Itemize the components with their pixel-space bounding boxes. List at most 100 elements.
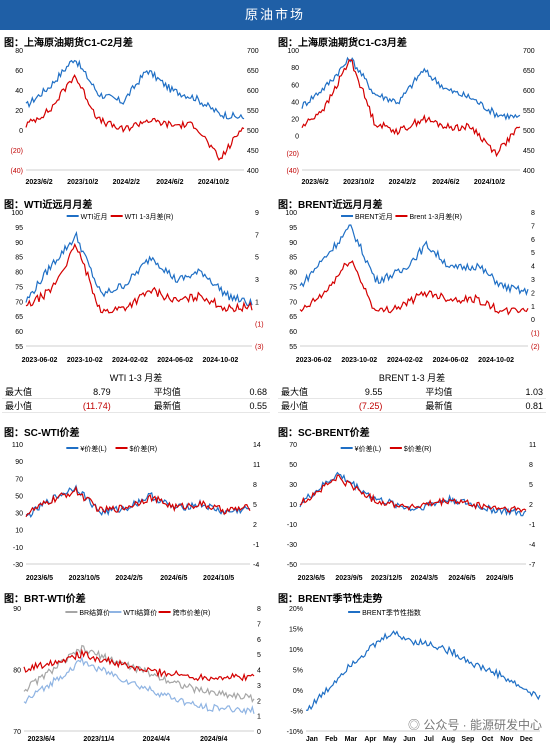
y-tick-label-left: 10 bbox=[289, 502, 297, 509]
y-tick-label-left: 80 bbox=[15, 48, 23, 55]
x-tick-label: Dec bbox=[520, 736, 533, 743]
y-tick-label-right: 450 bbox=[523, 148, 535, 155]
watermark: ◎ 公众号 · 能源研发中心 bbox=[408, 716, 542, 733]
y-tick-label-left: 50 bbox=[15, 493, 23, 500]
x-tick-label: 2023-06-02 bbox=[296, 357, 332, 364]
y-tick-label-left: 20 bbox=[291, 117, 299, 124]
y-tick-label-right: 5 bbox=[531, 250, 535, 257]
y-tick-label-right: 400 bbox=[523, 168, 535, 175]
y-tick-label-left: 80 bbox=[289, 270, 297, 277]
stats-table: 最大值 8.79 平均值 0.68 最小值 (11.74) 最新值 0.55 bbox=[2, 385, 270, 413]
x-tick-label: 2023/6/5 bbox=[298, 575, 325, 582]
y-tick-label-right: 2 bbox=[257, 698, 261, 705]
legend-label: WTI 1-3月差(R) bbox=[125, 212, 174, 221]
y-tick-label-right: (3) bbox=[255, 344, 264, 351]
y-tick-label-left: 70 bbox=[289, 299, 297, 306]
y-tick-label-left: 15% bbox=[289, 627, 303, 634]
page-header: 原油市场 bbox=[0, 0, 550, 30]
x-tick-label: 2023-06-02 bbox=[22, 357, 58, 364]
y-tick-label-left: (20) bbox=[11, 148, 23, 155]
y-tick-label-right: (1) bbox=[531, 331, 540, 338]
x-tick-label: Feb bbox=[325, 736, 337, 743]
stats-title: BRENT 1-3 月差 bbox=[378, 373, 446, 383]
legend-label: WTI结算价 bbox=[123, 608, 157, 617]
x-tick-label: 2024-10-02 bbox=[202, 357, 238, 364]
stats-label: 平均值 bbox=[113, 385, 231, 399]
y-tick-label-right: 11 bbox=[253, 462, 260, 469]
x-tick-label: 2024/3/5 bbox=[411, 575, 438, 582]
chart-title: 图：上海原油期货C1-C2月差 bbox=[4, 38, 133, 49]
legend-label: ¥价差(L) bbox=[355, 444, 381, 453]
x-tick-label: 2023/6/5 bbox=[26, 575, 53, 582]
y-tick-label-left: 0 bbox=[19, 128, 23, 135]
y-tick-label-right: 8 bbox=[531, 210, 535, 217]
x-tick-label: 2024/9/5 bbox=[486, 575, 513, 582]
y-tick-label-right: 7 bbox=[257, 621, 261, 628]
y-tick-label-right: 0 bbox=[257, 729, 261, 736]
x-tick-label: Jul bbox=[424, 736, 434, 743]
legend-label: BRENT近月 bbox=[355, 212, 393, 221]
y-tick-label-right: 650 bbox=[247, 68, 259, 75]
y-tick-label-left: 10% bbox=[289, 647, 303, 654]
y-tick-label-right: 700 bbox=[523, 48, 535, 55]
x-tick-label: Nov bbox=[500, 736, 513, 743]
legend-label: Brent 1-3月差(R) bbox=[409, 212, 462, 221]
stats-label: 最小值 bbox=[2, 398, 58, 413]
chart-title: 图：BRT-WTI价差 bbox=[4, 594, 86, 605]
y-tick-label-left: 75 bbox=[15, 284, 23, 291]
y-tick-label-right: 550 bbox=[523, 108, 535, 115]
stats-value: 9.55 bbox=[334, 385, 386, 399]
stats-label: 最新值 bbox=[385, 398, 506, 413]
x-tick-label: Apr bbox=[364, 736, 376, 743]
y-tick-label-right: (2) bbox=[531, 344, 540, 351]
y-tick-label-left: 55 bbox=[289, 344, 297, 351]
y-tick-label-left: -30 bbox=[13, 562, 23, 569]
y-tick-label-left: -5% bbox=[291, 709, 303, 716]
x-tick-label: 2023/11/4 bbox=[83, 736, 114, 743]
y-tick-label-left: 30 bbox=[289, 482, 297, 489]
y-tick-label-right: 2 bbox=[529, 502, 533, 509]
y-tick-label-left: 20 bbox=[15, 108, 23, 115]
y-tick-label-left: -30 bbox=[287, 542, 297, 549]
chart-svg: 10095908580757065605597531(1)(3)2023-06-… bbox=[11, 210, 264, 364]
y-tick-label-left: -10 bbox=[287, 522, 297, 529]
y-tick-label-left: 95 bbox=[15, 225, 23, 232]
y-tick-label-left: 70 bbox=[15, 299, 23, 306]
y-tick-label-left: 85 bbox=[289, 255, 297, 262]
y-tick-label-left: 90 bbox=[13, 606, 21, 613]
series-line bbox=[299, 474, 527, 513]
y-tick-label-left: 95 bbox=[289, 225, 297, 232]
series-line bbox=[25, 230, 253, 307]
y-tick-label-left: -10% bbox=[287, 729, 303, 736]
legend-label: BRENT季节性指数 bbox=[362, 608, 421, 617]
stats-value: (11.74) bbox=[57, 398, 114, 413]
y-tick-label-left: 70 bbox=[13, 729, 21, 736]
legend-label: BR结算价 bbox=[79, 608, 110, 617]
y-tick-label-right: 6 bbox=[531, 237, 535, 244]
y-tick-label-left: 0% bbox=[293, 688, 303, 695]
chart-panel-c4: 图：BRENT近远月月差 100 95 90 85 80 75 70 65 60 55 8 7 6 5 4 3… bbox=[276, 196, 548, 366]
stats-value: 8.79 bbox=[57, 385, 114, 399]
chart-svg: 70 50 30 10 -10 -30 -50 11 8 5 2 -1 -4 -7 2023/6/5 2023… bbox=[287, 442, 536, 582]
series-line bbox=[25, 484, 251, 518]
y-tick-label-right: 4 bbox=[531, 264, 535, 271]
y-tick-label-right: 14 bbox=[253, 442, 261, 449]
chart-title: 图：BRENT季节性走势 bbox=[278, 594, 383, 605]
chart-panel-c6: 图：SC-BRENT价差 70 50 30 10 -10 -30 -50 11 8 5 2 -1 -4 -… bbox=[276, 424, 548, 584]
stats-brent: BRENT 1-3 月差 最大值 9.55 平均值 1.03 最小值 (7.25… bbox=[278, 372, 546, 413]
chart-svg: 80 60 40 20 0 (20) (40) 700 650 600 550 500 450 400 20… bbox=[11, 48, 259, 186]
y-tick-label-right: 700 bbox=[247, 48, 259, 55]
series-line bbox=[305, 630, 541, 711]
y-tick-label-right: -1 bbox=[529, 522, 535, 529]
stats-label: 最小值 bbox=[278, 398, 335, 413]
y-tick-label-right: 5 bbox=[255, 255, 259, 262]
y-tick-label-left: 80 bbox=[291, 65, 299, 72]
stats-label: 平均值 bbox=[385, 385, 506, 399]
y-tick-label-left: 85 bbox=[15, 255, 23, 262]
x-tick-label: 2023/12/5 bbox=[371, 575, 402, 582]
y-tick-label-right: 2 bbox=[531, 290, 535, 297]
y-tick-label-right: 8 bbox=[257, 606, 261, 613]
y-tick-label-left: 50 bbox=[289, 462, 297, 469]
series-line bbox=[299, 471, 527, 517]
chart-panel-c2: 图：上海原油期货C1-C3月差 100 80 60 40 20 0 (20) (40) 700 6… bbox=[276, 34, 548, 188]
